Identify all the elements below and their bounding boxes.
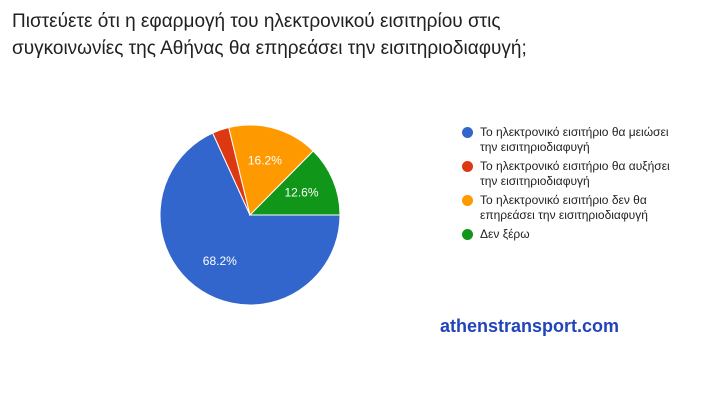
- legend-label: Το ηλεκτρονικό εισιτήριο θα μειώσει την …: [480, 125, 669, 154]
- legend-item: Το ηλεκτρονικό εισιτήριο δεν θα επηρεάσε…: [462, 193, 677, 223]
- legend-swatch: [462, 127, 473, 138]
- pie-slice: [228, 124, 314, 216]
- watermark: athenstransport.com: [440, 316, 620, 336]
- chart-title: Πιστεύετε ότι η εφαρμογή του ηλεκτρονικο…: [12, 11, 527, 59]
- legend-swatch: [462, 229, 473, 240]
- legend-item: Το ηλεκτρονικό εισιτήριο θα αυξήσει την …: [462, 159, 677, 189]
- legend-item: Το ηλεκτρονικό εισιτήριο θα μειώσει την …: [462, 125, 677, 155]
- pie-slice: [159, 132, 341, 306]
- legend-swatch: [462, 195, 473, 206]
- legend-label: Το ηλεκτρονικό εισιτήριο δεν θα επηρεάσε…: [480, 193, 648, 222]
- legend-swatch: [462, 161, 473, 172]
- value-label: 12.6%: [284, 186, 318, 200]
- value-label: 16.2%: [248, 153, 282, 167]
- value-label: 68.2%: [203, 254, 237, 268]
- legend-label: Δεν ξέρω: [480, 227, 530, 241]
- pie-slice: [248, 150, 341, 216]
- legend: Το ηλεκτρονικό εισιτήριο θα μειώσει την …: [462, 125, 677, 246]
- legend-item: Δεν ξέρω: [462, 227, 677, 242]
- legend-label: Το ηλεκτρονικό εισιτήριο θα αυξήσει την …: [480, 159, 670, 188]
